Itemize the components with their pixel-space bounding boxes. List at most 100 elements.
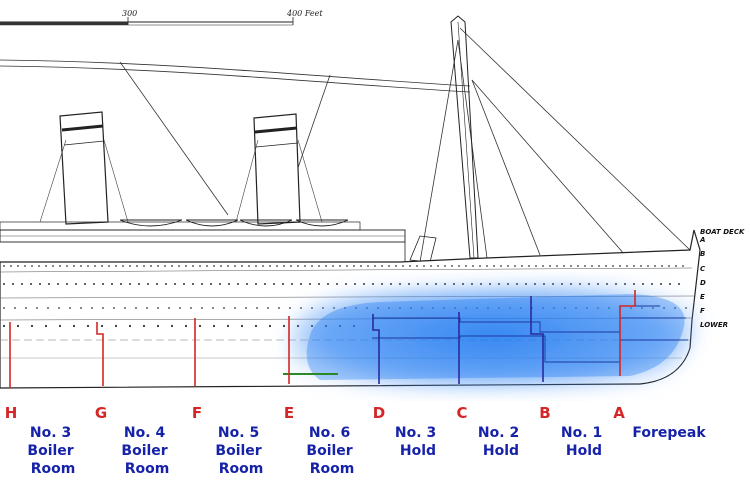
porthole [647,265,649,267]
porthole [426,283,428,285]
compartment-label: No. 3 Boiler Room [27,425,78,477]
porthole [30,324,34,328]
compartment-label: Forepeak [632,425,706,441]
porthole [14,307,16,309]
porthole [451,265,453,267]
porthole [174,283,176,285]
porthole [72,324,76,328]
porthole [381,265,383,267]
porthole [168,307,170,309]
porthole [309,283,311,285]
funnel-aft [39,111,129,225]
porthole [435,283,437,285]
porthole [390,283,392,285]
porthole [206,265,208,267]
porthole [493,265,495,267]
porthole [212,324,216,328]
porthole [10,265,12,267]
porthole [640,265,642,267]
porthole [122,265,124,267]
porthole [408,283,410,285]
porthole [367,265,369,267]
porthole [374,265,376,267]
compartment-labels: No. 3 Boiler Room No. 4 Boiler Room No. … [27,425,706,477]
porthole [185,265,187,267]
porthole [300,307,302,309]
porthole [282,283,284,285]
porthole [402,265,404,267]
porthole [395,265,397,267]
porthole [264,283,266,285]
porthole [372,283,374,285]
porthole [66,265,68,267]
porthole [514,265,516,267]
porthole [591,265,593,267]
porthole [234,265,236,267]
porthole [150,265,152,267]
porthole [654,265,656,267]
porthole [388,265,390,267]
porthole [48,283,50,285]
porthole [521,265,523,267]
porthole [479,265,481,267]
porthole [346,265,348,267]
porthole [36,307,38,309]
deck-label-e: E [700,293,705,301]
deck-label-d: D [700,279,706,287]
porthole [30,283,32,285]
deck-label-c: C [700,265,706,273]
porthole [336,283,338,285]
scale-label-300: 300 [122,9,137,18]
porthole [304,265,306,267]
porthole [605,265,607,267]
porthole [430,265,432,267]
porthole [626,265,628,267]
porthole [289,307,291,309]
porthole [135,307,137,309]
porthole [325,265,327,267]
foremast [409,15,479,263]
porthole [661,265,663,267]
porthole [47,307,49,309]
porthole [146,307,148,309]
porthole [143,265,145,267]
porthole [147,283,149,285]
porthole [363,283,365,285]
porthole [80,307,82,309]
porthole [318,283,320,285]
porthole [237,283,239,285]
bulkhead-d [372,314,380,384]
porthole [269,265,271,267]
porthole [507,283,509,285]
porthole [75,283,77,285]
porthole [465,265,467,267]
porthole [507,265,509,267]
porthole [138,283,140,285]
porthole [570,283,572,285]
porthole [453,283,455,285]
porthole [598,265,600,267]
porthole [31,265,33,267]
porthole [164,265,166,267]
porthole [437,265,439,267]
porthole [678,283,680,285]
porthole [360,265,362,267]
deck-label-boat: BOAT DECK [700,228,745,236]
porthole [339,265,341,267]
porthole [444,265,446,267]
deck-labels: BOAT DECK A B C D E F LOWER [699,228,745,329]
porthole [129,283,131,285]
porthole [570,265,572,267]
porthole [87,265,89,267]
bulkhead-letter: G [95,404,107,422]
porthole [3,283,5,285]
porthole [94,265,96,267]
porthole [577,265,579,267]
porthole [192,283,194,285]
porthole [128,324,132,328]
porthole [73,265,75,267]
bulkhead-a [619,290,636,376]
porthole [471,283,473,285]
porthole [563,265,565,267]
porthole [300,283,302,285]
